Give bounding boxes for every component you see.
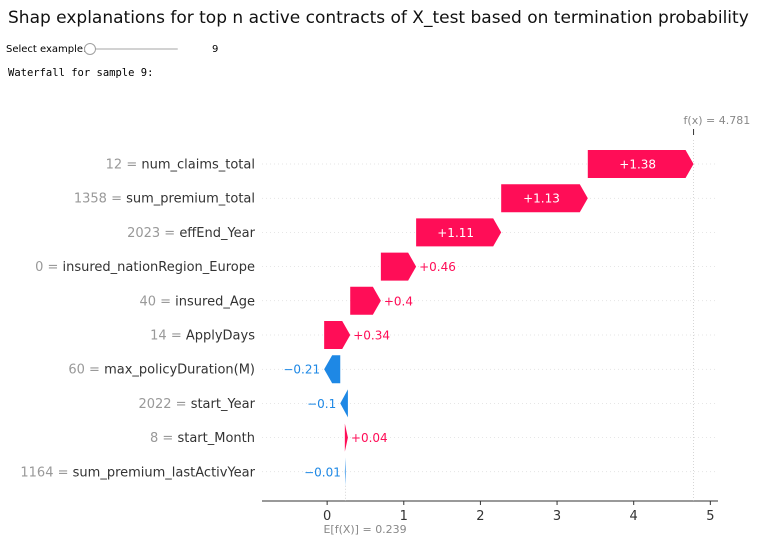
- contribution-label: +0.4: [384, 294, 413, 308]
- feature-value: 40 =: [139, 294, 175, 309]
- feature-value: 14 =: [150, 329, 186, 344]
- positive-bar: [350, 286, 381, 315]
- output-value-label: f(x) = 4.781: [684, 114, 751, 127]
- contribution-label: −0.1: [307, 397, 336, 411]
- x-tick-label: 0: [323, 509, 331, 524]
- feature-name: start_Month: [177, 431, 255, 446]
- contribution-label: −0.21: [283, 363, 320, 377]
- feature-label: 0 = insured_nationRegion_Europe: [35, 260, 255, 275]
- page-title: Shap explanations for top n active contr…: [8, 8, 749, 28]
- example-selector: Select example: 9: [6, 41, 218, 57]
- contribution-label: +0.04: [351, 431, 388, 445]
- contribution-label: +1.13: [523, 192, 560, 206]
- positive-bar: [324, 321, 351, 349]
- x-tick-label: 1: [400, 509, 408, 524]
- feature-name: max_policyDuration(M): [104, 363, 255, 378]
- contribution-label: +1.38: [619, 158, 656, 172]
- x-tick-label: 2: [476, 509, 484, 524]
- feature-value: 60 =: [68, 363, 104, 378]
- feature-label: 1164 = sum_premium_lastActivYear: [20, 465, 255, 480]
- feature-label: 2023 = effEnd_Year: [127, 226, 256, 241]
- feature-name: start_Year: [191, 397, 256, 412]
- positive-bar: [501, 184, 588, 213]
- feature-value: 12 =: [106, 158, 142, 173]
- feature-name: insured_Age: [175, 294, 255, 309]
- grid-lines: [262, 163, 718, 473]
- bars: [324, 150, 694, 486]
- contribution-label: −0.01: [304, 465, 341, 479]
- contribution-label: +0.34: [353, 329, 390, 343]
- feature-name: sum_premium_lastActivYear: [73, 465, 256, 480]
- negative-bar: [340, 389, 348, 418]
- feature-name: sum_premium_total: [126, 192, 255, 207]
- slider-track[interactable]: [90, 48, 178, 50]
- feature-name: num_claims_total: [141, 158, 255, 173]
- negative-bar: [324, 355, 341, 384]
- slider-label: Select example:: [6, 43, 87, 55]
- contribution-label: +0.46: [419, 260, 456, 274]
- feature-name: effEnd_Year: [179, 226, 255, 241]
- slider-value: 9: [212, 43, 219, 55]
- negative-bar: [344, 457, 346, 486]
- feature-label: 2022 = start_Year: [138, 397, 255, 412]
- x-tick-label: 4: [630, 509, 638, 524]
- feature-label: 40 = insured_Age: [139, 294, 255, 309]
- section-heading: Waterfall for sample 9:: [8, 67, 154, 79]
- feature-value: 0 =: [35, 260, 62, 275]
- feature-value: 1164 =: [20, 465, 72, 480]
- feature-label: 1358 = sum_premium_total: [74, 192, 255, 207]
- x-tick-label: 5: [706, 509, 714, 524]
- feature-value: 1358 =: [74, 192, 126, 207]
- x-axis-ticks: 0 1 2 3 4 5: [323, 501, 714, 524]
- positive-bar: [416, 218, 502, 247]
- labels: 12 = num_claims_total +1.38 1358 = sum_pre…: [20, 158, 656, 481]
- feature-name: insured_nationRegion_Europe: [63, 260, 256, 275]
- feature-name: ApplyDays: [186, 329, 255, 344]
- feature-label: 14 = ApplyDays: [150, 329, 255, 344]
- positive-bar: [344, 423, 348, 452]
- feature-value: 2022 =: [138, 397, 190, 412]
- feature-value: 2023 =: [127, 226, 179, 241]
- positive-bar: [587, 150, 694, 178]
- feature-label: 8 = start_Month: [150, 431, 255, 446]
- feature-label: 60 = max_policyDuration(M): [68, 363, 255, 378]
- contribution-label: +1.11: [437, 226, 474, 240]
- feature-label: 12 = num_claims_total: [106, 158, 255, 173]
- feature-value: 8 =: [150, 431, 177, 446]
- slider-thumb[interactable]: [84, 43, 96, 55]
- positive-bar: [380, 252, 417, 281]
- x-tick-label: 3: [553, 509, 561, 524]
- sample-slider[interactable]: [84, 41, 178, 57]
- base-value-label: E[f(X)] = 0.239: [323, 523, 406, 536]
